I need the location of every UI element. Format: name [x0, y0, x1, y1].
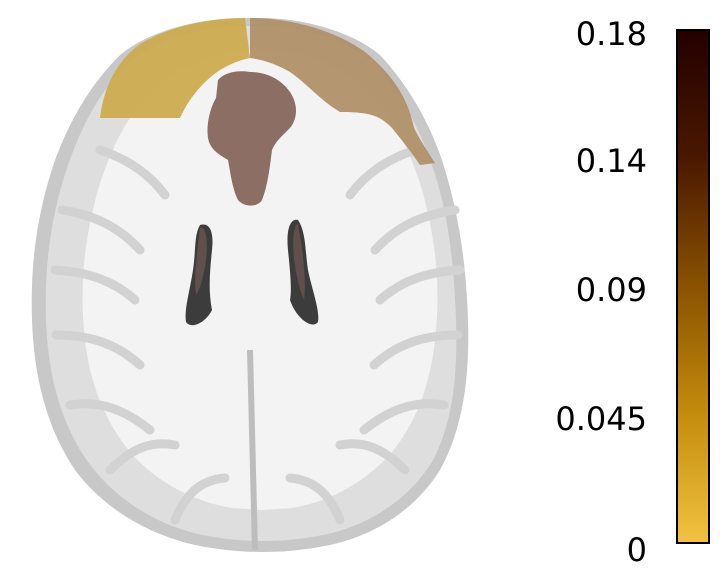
colorbar-panel: 0.18 0.14 0.09 0.045 0 [540, 0, 725, 575]
colorbar-tick-max: 0.18 [575, 15, 647, 53]
region-frontal-right [250, 18, 435, 165]
colorbar-tick-min: 0 [626, 531, 647, 569]
brain-axial-slice [31, 18, 469, 552]
midline-fissure [247, 349, 258, 551]
colorbar-tick-3: 0.09 [575, 271, 647, 309]
region-frontal-left [100, 18, 250, 118]
colorbar-tick-4: 0.045 [555, 400, 647, 438]
ventricle-tint-right [293, 224, 305, 300]
brain-slice-svg [31, 18, 469, 552]
colorbar [676, 29, 710, 544]
region-medial [207, 71, 296, 206]
white-matter [82, 50, 438, 510]
ventricle-tint-left [195, 227, 207, 295]
colorbar-tick-2: 0.14 [575, 142, 647, 180]
gyri [50, 145, 465, 525]
